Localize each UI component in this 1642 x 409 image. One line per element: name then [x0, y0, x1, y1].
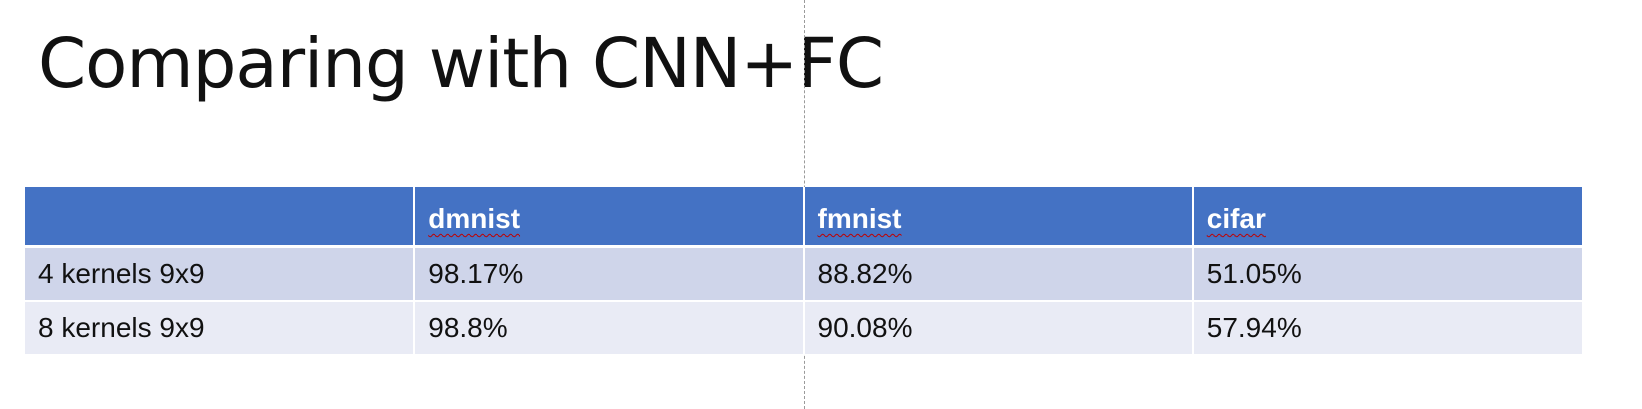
table-cell: 51.05% — [1192, 246, 1582, 302]
table-cell: 88.82% — [803, 246, 1194, 302]
table-header-row: dmnist fmnist cifar — [25, 187, 1582, 248]
table-cell: 98.17% — [414, 246, 805, 302]
row-label-cell: 4 kernels 9x9 — [25, 246, 416, 302]
results-table: dmnist fmnist cifar 4 kernels 9x9 98.17%… — [25, 187, 1582, 354]
row-label-cell: 8 kernels 9x9 — [25, 301, 416, 354]
header-cell-dmnist: dmnist — [414, 187, 805, 248]
table-cell: 98.8% — [414, 301, 805, 354]
header-label-cifar: cifar — [1206, 203, 1266, 234]
table-cell: 57.94% — [1192, 301, 1582, 354]
header-cell-cifar: cifar — [1192, 187, 1582, 248]
table-cell: 90.08% — [803, 301, 1194, 354]
header-cell-fmnist: fmnist — [803, 187, 1194, 248]
header-label-dmnist: dmnist — [428, 203, 521, 234]
table-row: 8 kernels 9x9 98.8% 90.08% 57.94% — [25, 301, 1582, 354]
table-row: 4 kernels 9x9 98.17% 88.82% 51.05% — [25, 246, 1582, 302]
header-label-fmnist: fmnist — [817, 203, 902, 234]
slide-title: Comparing with CNN+FC — [38, 24, 884, 104]
header-cell-empty — [25, 187, 416, 248]
